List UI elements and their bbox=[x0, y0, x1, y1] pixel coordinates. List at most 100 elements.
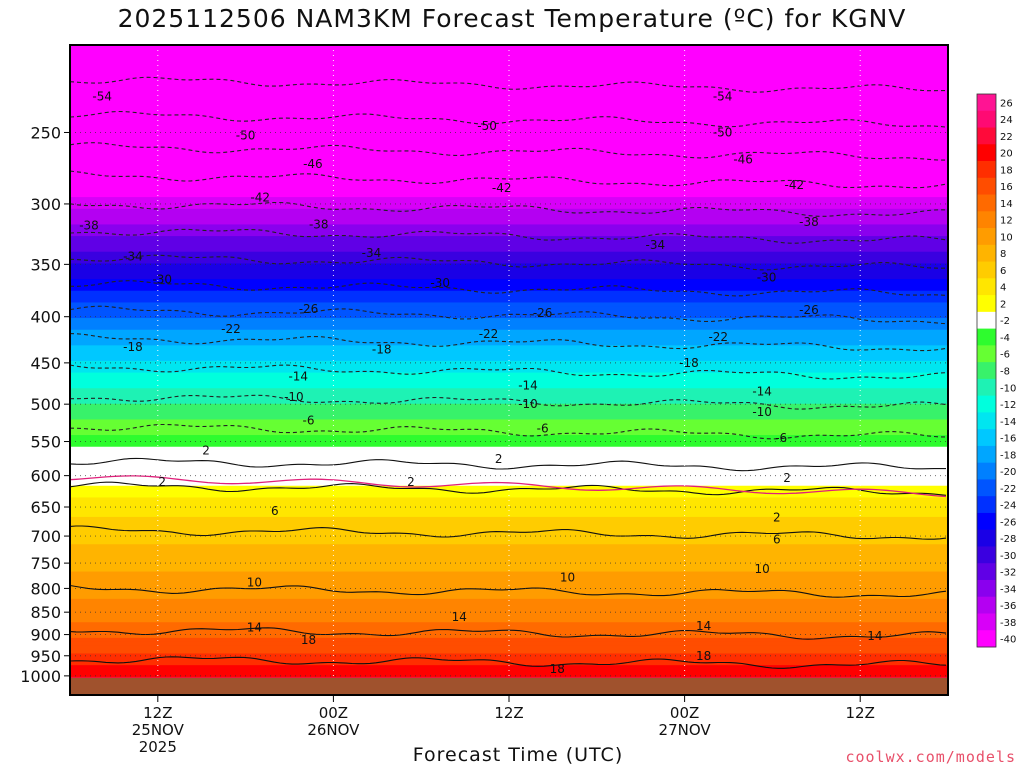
temperature-band bbox=[70, 91, 948, 97]
contour-label: -30 bbox=[152, 273, 172, 287]
temperature-band bbox=[70, 310, 948, 315]
temperature-band bbox=[70, 201, 948, 206]
temperature-band bbox=[70, 516, 948, 522]
temperature-band bbox=[70, 220, 948, 226]
temperature-band bbox=[70, 536, 948, 541]
temperature-band bbox=[70, 337, 948, 343]
contour-label: 18 bbox=[696, 649, 711, 663]
temperature-band bbox=[70, 661, 948, 666]
contour-label: 18 bbox=[550, 662, 565, 676]
temperature-band bbox=[70, 271, 948, 276]
temperature-band bbox=[70, 520, 948, 526]
temperature-band bbox=[70, 415, 948, 421]
temperature-band bbox=[70, 181, 948, 187]
temperature-band bbox=[70, 411, 948, 417]
credit-text: coolwx.com/models bbox=[845, 748, 1016, 766]
temperature-band bbox=[70, 64, 948, 70]
colorbar-label: -2 bbox=[1000, 316, 1010, 327]
colorbar-swatch bbox=[977, 127, 996, 145]
temperature-band bbox=[70, 119, 948, 124]
temperature-band bbox=[70, 446, 948, 452]
temperature-band bbox=[70, 485, 948, 491]
temperature-band bbox=[70, 427, 948, 432]
temperature-band bbox=[70, 72, 948, 77]
colorbar-label: 4 bbox=[1000, 283, 1006, 294]
temperature-band bbox=[70, 505, 948, 510]
temperature-band bbox=[70, 185, 948, 190]
colorbar-label: -36 bbox=[1000, 601, 1016, 612]
temperature-band bbox=[70, 431, 948, 436]
y-tick-label: 400 bbox=[30, 308, 61, 327]
freezing-line bbox=[70, 475, 947, 498]
contour-label: -50 bbox=[713, 125, 733, 139]
temperature-band bbox=[70, 626, 948, 631]
temperature-band bbox=[70, 540, 948, 545]
contour-label: -18 bbox=[372, 343, 392, 357]
colorbar-label: -4 bbox=[1000, 333, 1010, 344]
contour-label: -42 bbox=[785, 178, 805, 192]
colorbar-label: -28 bbox=[1000, 534, 1016, 545]
contour-label: 2 bbox=[495, 452, 503, 466]
temperature-band bbox=[70, 665, 948, 670]
colorbar-label: -26 bbox=[1000, 517, 1016, 528]
y-tick-label: 900 bbox=[30, 626, 61, 645]
y-tick-label: 250 bbox=[30, 123, 61, 142]
contour-label: 2 bbox=[202, 444, 210, 458]
temperature-band bbox=[70, 115, 948, 120]
x-tick-label: 25NOV bbox=[132, 721, 185, 739]
temperature-band bbox=[70, 462, 948, 467]
temperature-band bbox=[70, 345, 948, 350]
temperature-band bbox=[70, 419, 948, 424]
temperature-band bbox=[70, 197, 948, 202]
temperature-band bbox=[70, 645, 948, 651]
x-axis-label: Forecast Time (UTC) bbox=[412, 744, 624, 766]
temperature-band bbox=[70, 60, 948, 66]
contour-label: -10 bbox=[752, 405, 772, 419]
temperature-band bbox=[70, 177, 948, 183]
colorbar-label: -18 bbox=[1000, 450, 1016, 461]
contour-label: 10 bbox=[560, 570, 575, 584]
temperature-band bbox=[70, 146, 948, 151]
contour-label: 6 bbox=[271, 504, 279, 518]
contour-label: 10 bbox=[247, 575, 262, 589]
colorbar-label: 10 bbox=[1000, 232, 1013, 243]
y-tick-label: 550 bbox=[30, 433, 61, 452]
temperature-band bbox=[70, 501, 948, 506]
colorbar-swatch bbox=[977, 228, 996, 246]
y-tick-label: 800 bbox=[30, 579, 61, 598]
colorbar-label: -38 bbox=[1000, 618, 1016, 629]
temperature-band bbox=[70, 614, 948, 619]
temperature-band bbox=[70, 314, 948, 319]
colorbar-label: 6 bbox=[1000, 266, 1006, 277]
temperature-band bbox=[70, 76, 948, 81]
temperature-band bbox=[70, 236, 948, 241]
contour-label: -38 bbox=[79, 219, 99, 233]
temperature-band bbox=[70, 349, 948, 354]
temperature-band bbox=[70, 497, 948, 502]
contour-label: 14 bbox=[247, 621, 262, 635]
contour-label: -6 bbox=[303, 413, 315, 427]
contour-label: 14 bbox=[696, 619, 711, 633]
temperature-band bbox=[70, 360, 948, 366]
contour-label: -30 bbox=[757, 271, 777, 285]
colorbar-swatch bbox=[977, 579, 996, 598]
temperature-band bbox=[70, 204, 948, 210]
colorbar-label: -24 bbox=[1000, 501, 1016, 512]
x-tick-label: 00Z bbox=[670, 704, 699, 722]
x-tick-label: 12Z bbox=[494, 704, 523, 722]
temperature-band bbox=[70, 341, 948, 346]
colorbar-swatch bbox=[977, 311, 996, 330]
temperature-band bbox=[70, 95, 948, 101]
y-tick-label: 1000 bbox=[20, 667, 61, 686]
contour-line bbox=[70, 656, 947, 669]
temperature-band bbox=[70, 216, 948, 222]
contour-label: 10 bbox=[755, 562, 770, 576]
temperature-band bbox=[70, 130, 948, 136]
contour-label: -42 bbox=[250, 190, 270, 204]
colorbar-label: -20 bbox=[1000, 467, 1016, 478]
contour-label: -30 bbox=[430, 276, 450, 290]
contour-label: -26 bbox=[299, 302, 319, 316]
temperature-band bbox=[70, 84, 948, 89]
colorbar-swatch bbox=[977, 613, 996, 631]
